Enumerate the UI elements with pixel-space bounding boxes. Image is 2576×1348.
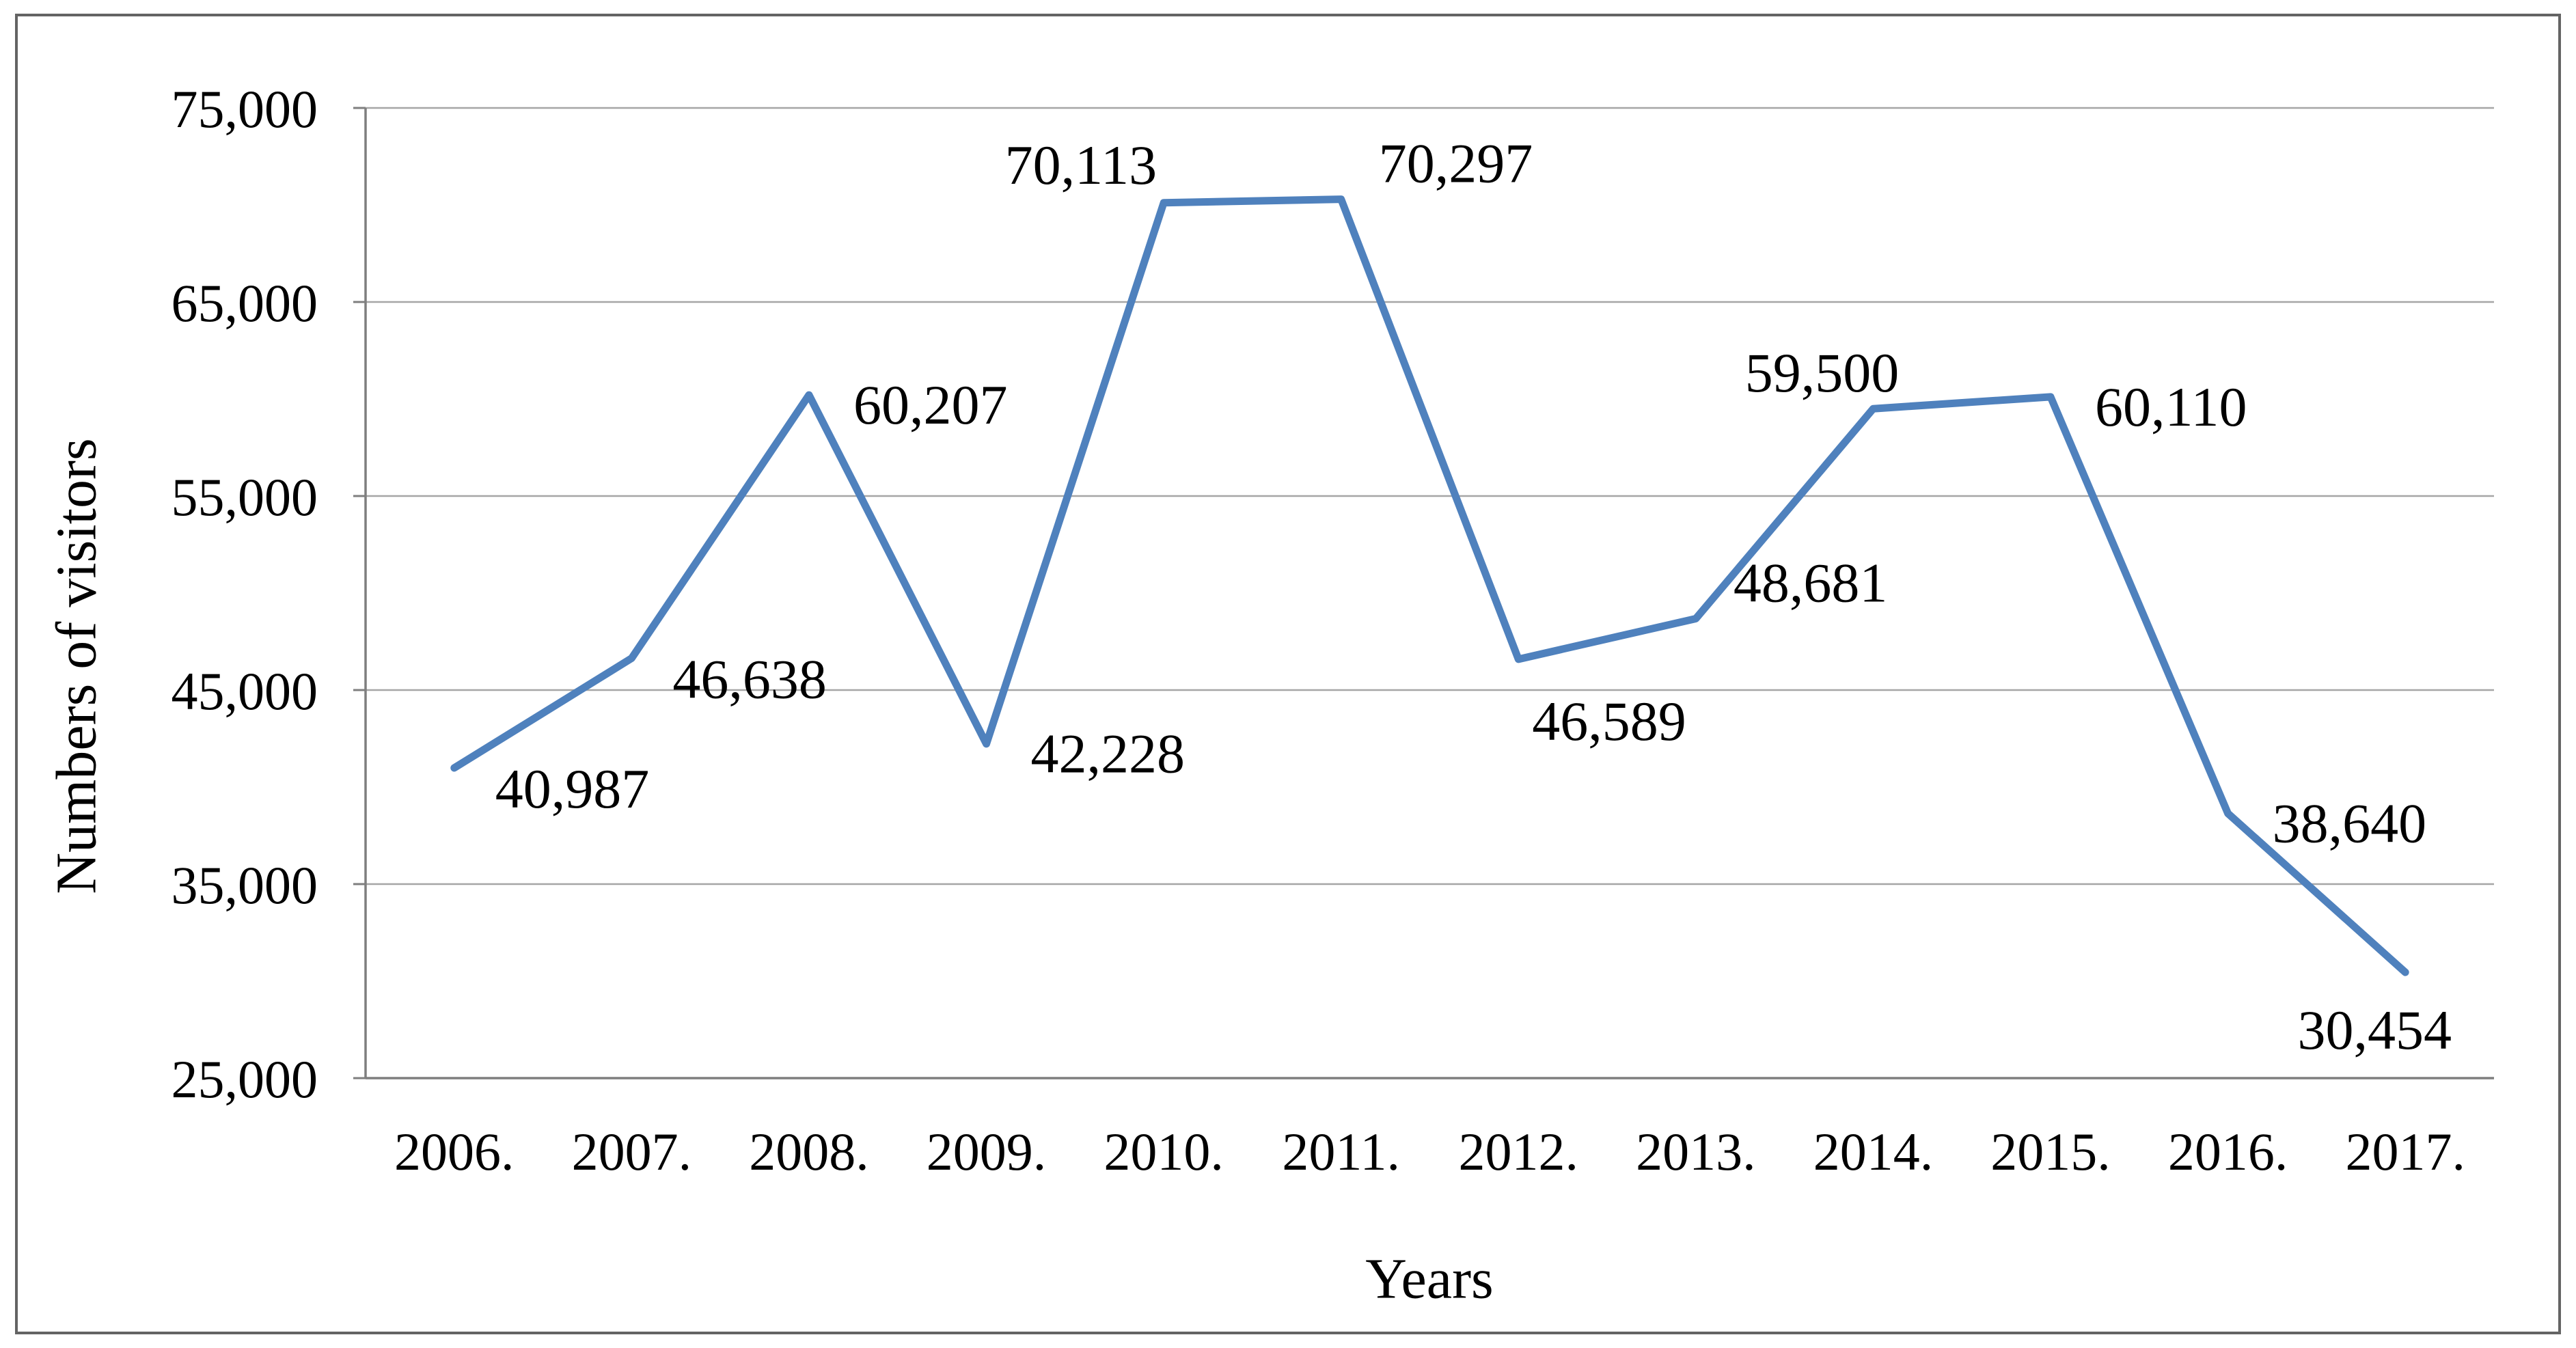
data-label: 46,589 <box>1532 690 1686 752</box>
y-tick-label: 55,000 <box>172 467 318 527</box>
x-tick-label: 2013. <box>1636 1122 1756 1181</box>
data-label: 59,500 <box>1745 342 1900 404</box>
figure-border <box>15 14 2561 1334</box>
data-label: 60,207 <box>853 374 1008 436</box>
data-label: 46,638 <box>672 648 827 710</box>
x-tick-label: 2009. <box>927 1122 1047 1181</box>
x-tick-label: 2015. <box>1990 1122 2111 1181</box>
x-tick-label: 2011. <box>1282 1122 1400 1181</box>
data-label: 30,454 <box>2297 999 2452 1061</box>
data-label: 42,228 <box>1031 723 1186 785</box>
data-label: 70,297 <box>1379 133 1533 195</box>
y-tick-label: 65,000 <box>172 273 318 333</box>
x-tick-label: 2012. <box>1459 1122 1579 1181</box>
y-tick-label: 25,000 <box>172 1049 318 1109</box>
x-tick-label: 2014. <box>1813 1122 1934 1181</box>
x-tick-label: 2008. <box>749 1122 869 1181</box>
x-tick-label: 2017. <box>2345 1122 2465 1181</box>
x-tick-label: 2016. <box>2168 1122 2288 1181</box>
data-label: 40,987 <box>495 758 650 820</box>
data-label: 38,640 <box>2273 793 2427 855</box>
y-tick-label: 75,000 <box>172 79 318 139</box>
x-axis-title: Years <box>1365 1247 1494 1311</box>
x-tick-label: 2010. <box>1104 1122 1224 1181</box>
data-label: 60,110 <box>2095 376 2247 438</box>
y-axis-title: Numbers of visitors <box>44 438 109 894</box>
data-label: 48,681 <box>1734 551 1888 614</box>
y-tick-label: 45,000 <box>172 661 318 721</box>
y-tick-label: 35,000 <box>172 855 318 915</box>
x-tick-label: 2006. <box>394 1122 515 1181</box>
data-label: 70,113 <box>1005 134 1157 196</box>
visitors-line-series <box>450 195 2409 976</box>
x-tick-label: 2007. <box>572 1122 692 1181</box>
